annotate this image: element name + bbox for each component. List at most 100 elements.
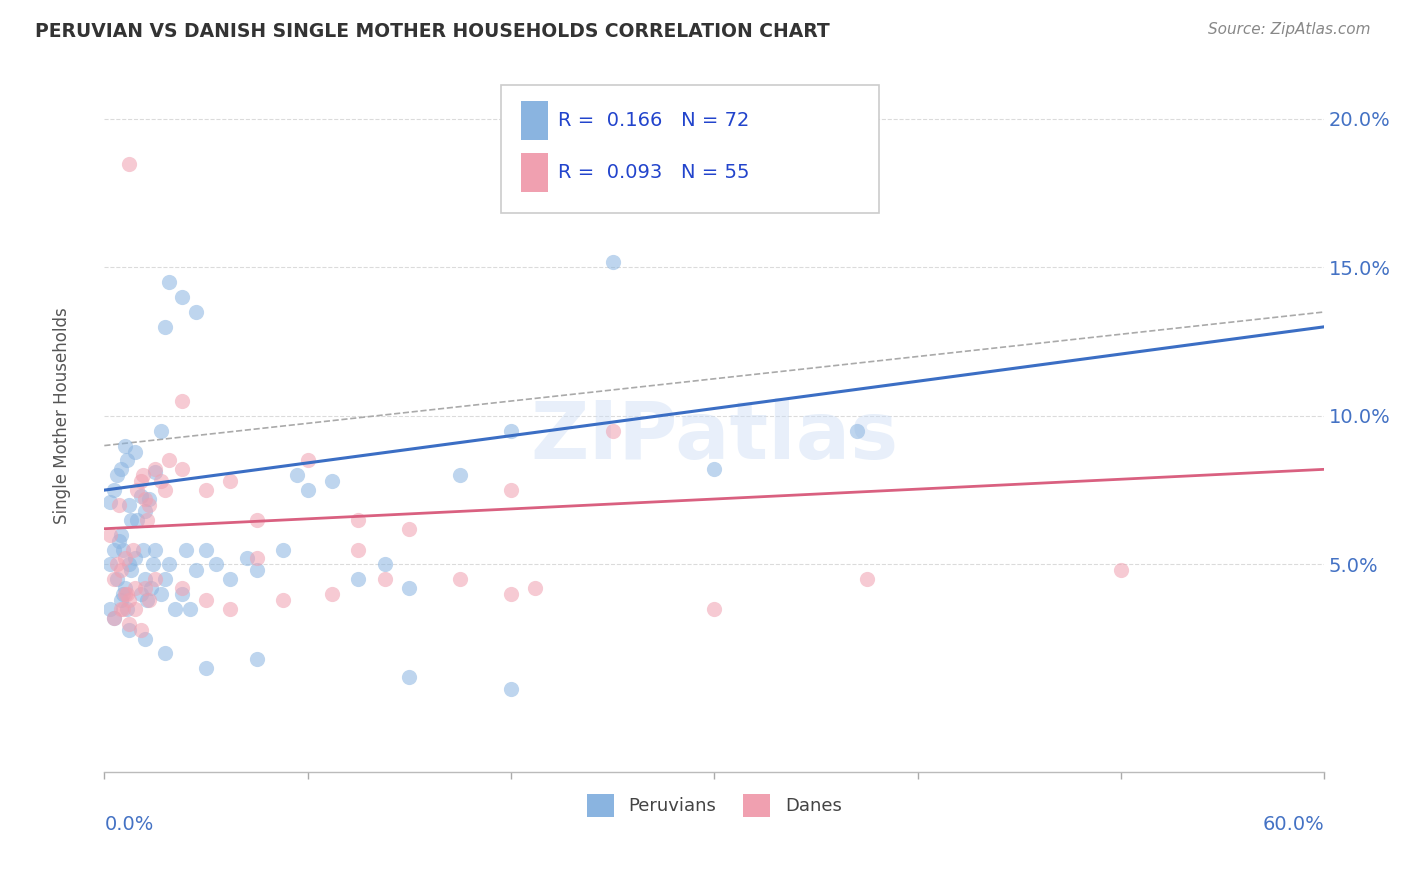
Point: [246, 551, 269, 566]
Point: [138, 593, 160, 607]
Point: [103, 611, 125, 625]
Point: [703, 462, 725, 476]
Point: [219, 474, 242, 488]
Point: [107, 498, 129, 512]
Point: [246, 513, 269, 527]
Point: [103, 483, 125, 497]
Point: [121, 542, 143, 557]
Point: [449, 468, 471, 483]
Point: [105, 468, 128, 483]
Legend: Peruvians, Danes: Peruvians, Danes: [579, 788, 849, 823]
Point: [157, 275, 180, 289]
Point: [114, 439, 136, 453]
Point: [194, 542, 217, 557]
Point: [374, 558, 396, 572]
Point: [110, 462, 132, 476]
Point: [321, 474, 343, 488]
Point: [103, 572, 125, 586]
Point: [1109, 563, 1132, 577]
Point: [398, 670, 420, 684]
FancyBboxPatch shape: [522, 153, 548, 192]
Point: [134, 572, 156, 586]
Point: [111, 542, 134, 557]
Point: [120, 563, 142, 577]
Point: [157, 453, 180, 467]
Point: [150, 474, 173, 488]
Point: [118, 616, 141, 631]
Point: [398, 581, 420, 595]
Point: [120, 513, 142, 527]
Point: [118, 593, 141, 607]
Text: 0.0%: 0.0%: [104, 815, 153, 834]
Point: [184, 305, 207, 319]
Point: [115, 587, 138, 601]
Point: [499, 587, 522, 601]
Point: [125, 513, 148, 527]
Point: [246, 652, 269, 666]
Point: [347, 542, 370, 557]
Point: [235, 551, 257, 566]
Point: [134, 491, 156, 506]
Point: [524, 581, 547, 595]
Point: [124, 551, 146, 566]
Point: [155, 572, 177, 586]
Point: [184, 563, 207, 577]
Point: [155, 483, 177, 497]
Point: [111, 602, 134, 616]
Point: [703, 602, 725, 616]
Point: [602, 254, 624, 268]
Text: R =  0.093   N = 55: R = 0.093 N = 55: [558, 162, 749, 182]
Point: [143, 465, 166, 479]
Text: Source: ZipAtlas.com: Source: ZipAtlas.com: [1208, 22, 1371, 37]
Point: [114, 551, 136, 566]
Point: [124, 602, 146, 616]
Point: [115, 453, 138, 467]
Point: [174, 542, 197, 557]
Point: [499, 681, 522, 696]
Text: 60.0%: 60.0%: [1263, 815, 1324, 834]
Point: [321, 587, 343, 601]
Point: [398, 522, 420, 536]
Point: [219, 572, 242, 586]
Point: [134, 504, 156, 518]
Point: [150, 587, 173, 601]
Point: [118, 558, 141, 572]
Point: [139, 581, 162, 595]
Point: [179, 602, 201, 616]
Point: [110, 602, 132, 616]
Point: [297, 453, 319, 467]
Point: [150, 424, 173, 438]
Point: [855, 572, 877, 586]
Point: [134, 581, 156, 595]
Point: [125, 483, 148, 497]
Point: [118, 498, 141, 512]
Point: [297, 483, 319, 497]
Point: [132, 542, 155, 557]
Text: ZIPatlas: ZIPatlas: [530, 398, 898, 476]
Point: [118, 623, 141, 637]
Point: [219, 602, 242, 616]
Text: Single Mother Households: Single Mother Households: [52, 308, 70, 524]
Point: [100, 527, 122, 541]
Point: [246, 563, 269, 577]
Point: [105, 558, 128, 572]
FancyBboxPatch shape: [522, 101, 548, 140]
Point: [105, 572, 128, 586]
Point: [129, 623, 152, 637]
Point: [143, 462, 166, 476]
Point: [170, 581, 193, 595]
Point: [143, 572, 166, 586]
Point: [499, 483, 522, 497]
Point: [170, 394, 193, 409]
Point: [170, 462, 193, 476]
Point: [205, 558, 228, 572]
Point: [124, 444, 146, 458]
Point: [845, 424, 868, 438]
Point: [124, 581, 146, 595]
Point: [136, 593, 159, 607]
Point: [194, 483, 217, 497]
Point: [499, 424, 522, 438]
Text: R =  0.166   N = 72: R = 0.166 N = 72: [558, 111, 749, 129]
Point: [170, 290, 193, 304]
Point: [111, 587, 134, 601]
